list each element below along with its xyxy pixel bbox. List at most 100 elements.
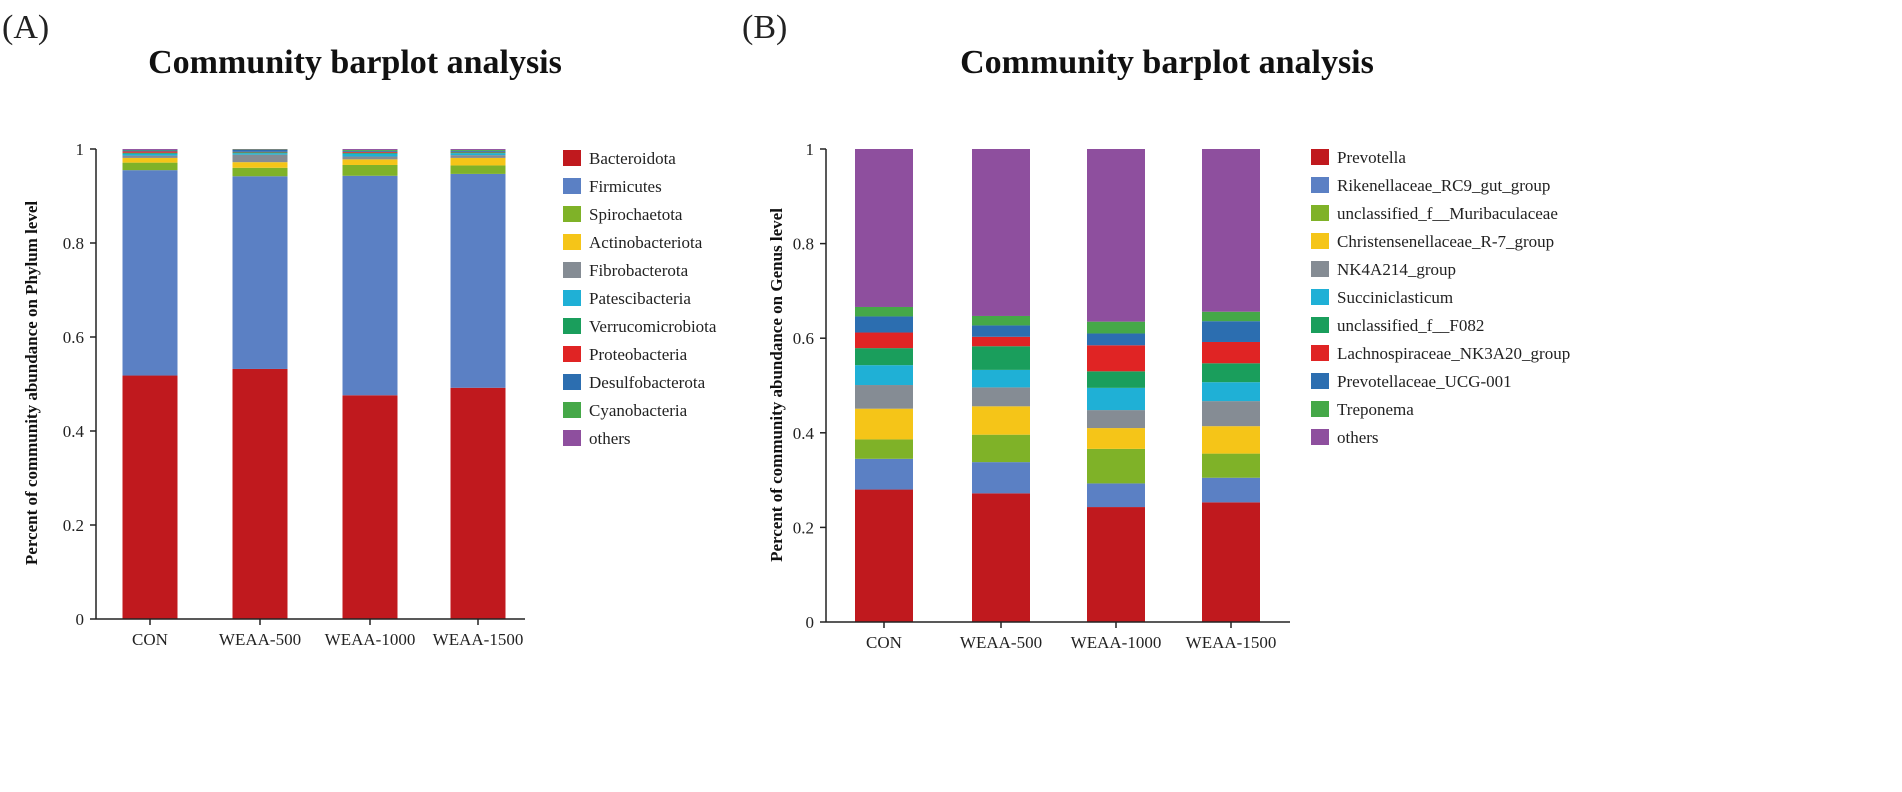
panel-a-bar-weaa-1000-cyanobacteria [342,149,398,151]
panel-a-legend-label-fibrobacterota: Fibrobacterota [589,261,689,280]
panel-b-bar-weaa-500-unclassified-f-muribaculaceae [972,434,1030,463]
panel-b-legend-swatch-prevotella [1311,149,1329,165]
panel-a-bar-con-bacteroidota [122,375,178,619]
panel-b-bar-weaa-1000-unclassified-f-f082 [1087,371,1145,388]
panel-b-bar-con-prevotellaceae-ucg-001 [855,316,913,333]
panel-b-bar-weaa-1500-christensenellaceae-r-7-group [1202,426,1260,454]
panel-b-bar-con-treponema [855,306,913,317]
panel-b-bar-weaa-1000-prevotellaceae-ucg-001 [1087,333,1145,346]
panel-b-bar-weaa-500-unclassified-f-f082 [972,346,1030,370]
panel-a-bar-weaa-1000-bacteroidota [342,395,398,619]
panel-a-legend-swatch-fibrobacterota [563,262,581,278]
panel-a-y-tick-label: 0.4 [63,422,85,441]
panel-b-y-tick-label: 0.2 [793,518,814,537]
panel-b-bar-weaa-500-rikenellaceae-rc9-gut-group [972,462,1030,494]
panel-b-label: (B) [742,9,787,46]
panel-a-bar-weaa-1000-others [342,149,398,150]
panel-b-bar-con-lachnospiraceae-nk3a20-group [855,332,913,349]
panel-b-x-tick-label: WEAA-1000 [1071,633,1162,652]
panel-a-label: (A) [2,9,49,46]
panel-b-bar-weaa-1500-lachnospiraceae-nk3a20-group [1202,341,1260,364]
panel-a-legend-label-verrucomicrobiota: Verrucomicrobiota [589,317,717,336]
panel-b-bar-weaa-1500-nk4a214-group [1202,401,1260,427]
panel-a-bar-con-actinobacteriota [122,157,178,163]
panel-b-legend-label-unclassified-f-f082: unclassified_f__F082 [1337,316,1484,335]
panel-b-title: Community barplot analysis [960,44,1374,81]
panel-a-bar-weaa-1500-bacteroidota [450,387,506,619]
panel-b-bar-con-unclassified-f-f082 [855,348,913,366]
panel-b-bar-weaa-500-others [972,149,1030,316]
panel-b-bar-weaa-1000-treponema [1087,321,1145,334]
panel-b-legend-swatch-others [1311,429,1329,445]
panel-b-bar-con-christensenellaceae-r-7-group [855,408,913,440]
panel-b-bars [855,149,1260,622]
panel-a-y-tick-label: 0.2 [63,516,84,535]
panel-a-bar-weaa-1000-actinobacteriota [342,159,398,165]
panel-a-x-tick-label: WEAA-500 [219,630,301,649]
panel-b-legend-label-christensenellaceae-r-7-group: Christensenellaceae_R-7_group [1337,232,1554,251]
panel-a-legend-label-others: others [589,429,631,448]
panel-a-bar-con-fibrobacterota [122,155,178,158]
panel-a-legend-swatch-firmicutes [563,178,581,194]
panel-a-bar-weaa-1500-desulfobacterota [450,150,506,152]
panel-a-bar-con-others [122,149,178,150]
panel-b-bar-con-rikenellaceae-rc9-gut-group [855,458,913,490]
panel-b-legend-label-lachnospiraceae-nk3a20-group: Lachnospiraceae_NK3A20_group [1337,344,1570,363]
panel-b-legend-label-rikenellaceae-rc9-gut-group: Rikenellaceae_RC9_gut_group [1337,176,1550,195]
panel-b-bar-con-unclassified-f-muribaculaceae [855,439,913,459]
panel-b-y-tick-label: 0.4 [793,424,815,443]
panel-a-bar-weaa-1500-others [450,149,506,150]
panel-b-x-tick-label: WEAA-500 [960,633,1042,652]
panel-b-legend-label-prevotellaceae-ucg-001: Prevotellaceae_UCG-001 [1337,372,1512,391]
panel-a-ylabel: Percent of community abundance on Phylum… [22,201,41,566]
panel-b-x-axis: CON WEAA-500 WEAA-1000 WEAA-1500 [866,622,1276,652]
panel-a-legend-swatch-actinobacteriota [563,234,581,250]
panel-a-bar-weaa-1000-desulfobacterota [342,150,398,152]
panel-a-y-tick-label: 1 [76,140,85,159]
panel-b-bar-weaa-1500-succiniclasticum [1202,382,1260,402]
panel-b: (B) Community barplot analysis Percent o… [742,9,1570,652]
panel-a-x-tick-label: CON [132,630,168,649]
panel-a-x-tick-label: WEAA-1500 [433,630,524,649]
panel-a-bar-weaa-500-firmicutes [232,176,288,369]
panel-a-bar-weaa-500-spirochaetota [232,167,288,177]
panel-b-legend-label-nk4a214-group: NK4A214_group [1337,260,1456,279]
panel-b-legend-swatch-nk4a214-group [1311,261,1329,277]
panel-a-legend-swatch-cyanobacteria [563,402,581,418]
panel-b-legend-label-others: others [1337,428,1379,447]
panel-a-bar-weaa-1000-proteobacteria [342,151,398,153]
panel-a-bar-weaa-1000-firmicutes [342,175,398,396]
panel-a-bar-con-patescibacteria [122,153,178,156]
panel-a-bar-weaa-1500-spirochaetota [450,165,506,174]
panel-a-legend-swatch-desulfobacterota [563,374,581,390]
panel-b-bar-weaa-500-succiniclasticum [972,369,1030,388]
panel-b-bar-weaa-500-prevotellaceae-ucg-001 [972,325,1030,337]
panel-b-bar-weaa-1000-succiniclasticum [1087,387,1145,411]
panel-a-bar-weaa-1000-spirochaetota [342,164,398,176]
panel-b-bar-weaa-1000-lachnospiraceae-nk3a20-group [1087,345,1145,372]
panel-a-bar-weaa-1500-firmicutes [450,173,506,388]
panel-b-bar-con-prevotella [855,489,913,622]
panel-a-title: Community barplot analysis [148,44,562,81]
panel-b-y-tick-label: 0.6 [793,329,814,348]
panel-a-bar-weaa-1000-patescibacteria [342,153,398,157]
panel-b-legend-label-prevotella: Prevotella [1337,148,1406,167]
panel-b-bar-weaa-1000-nk4a214-group [1087,410,1145,429]
panel-a-bar-weaa-1500-actinobacteriota [450,157,506,166]
panel-b-y-tick-label: 0.8 [793,235,814,254]
panel-b-bar-con-nk4a214-group [855,385,913,409]
panel-a-legend-swatch-bacteroidota [563,150,581,166]
panel-b-legend-swatch-lachnospiraceae-nk3a20-group [1311,345,1329,361]
panel-a-legend-label-desulfobacterota: Desulfobacterota [589,373,706,392]
panel-a-bar-con-verrucomicrobiota [122,152,178,154]
panel-b-bar-weaa-500-prevotella [972,493,1030,622]
panel-b-bar-weaa-1500-prevotellaceae-ucg-001 [1202,321,1260,342]
panel-b-bar-weaa-1500-rikenellaceae-rc9-gut-group [1202,477,1260,503]
panel-a-y-axis: 0 0.2 0.4 0.6 0.8 1 [63,140,96,629]
panel-b-ylabel: Percent of community abundance on Genus … [767,208,786,562]
panel-b-x-tick-label: CON [866,633,902,652]
panel-a-y-tick-label: 0 [76,610,85,629]
panel-b-legend-swatch-prevotellaceae-ucg-001 [1311,373,1329,389]
panel-a-bar-weaa-1500-fibrobacterota [450,155,506,158]
